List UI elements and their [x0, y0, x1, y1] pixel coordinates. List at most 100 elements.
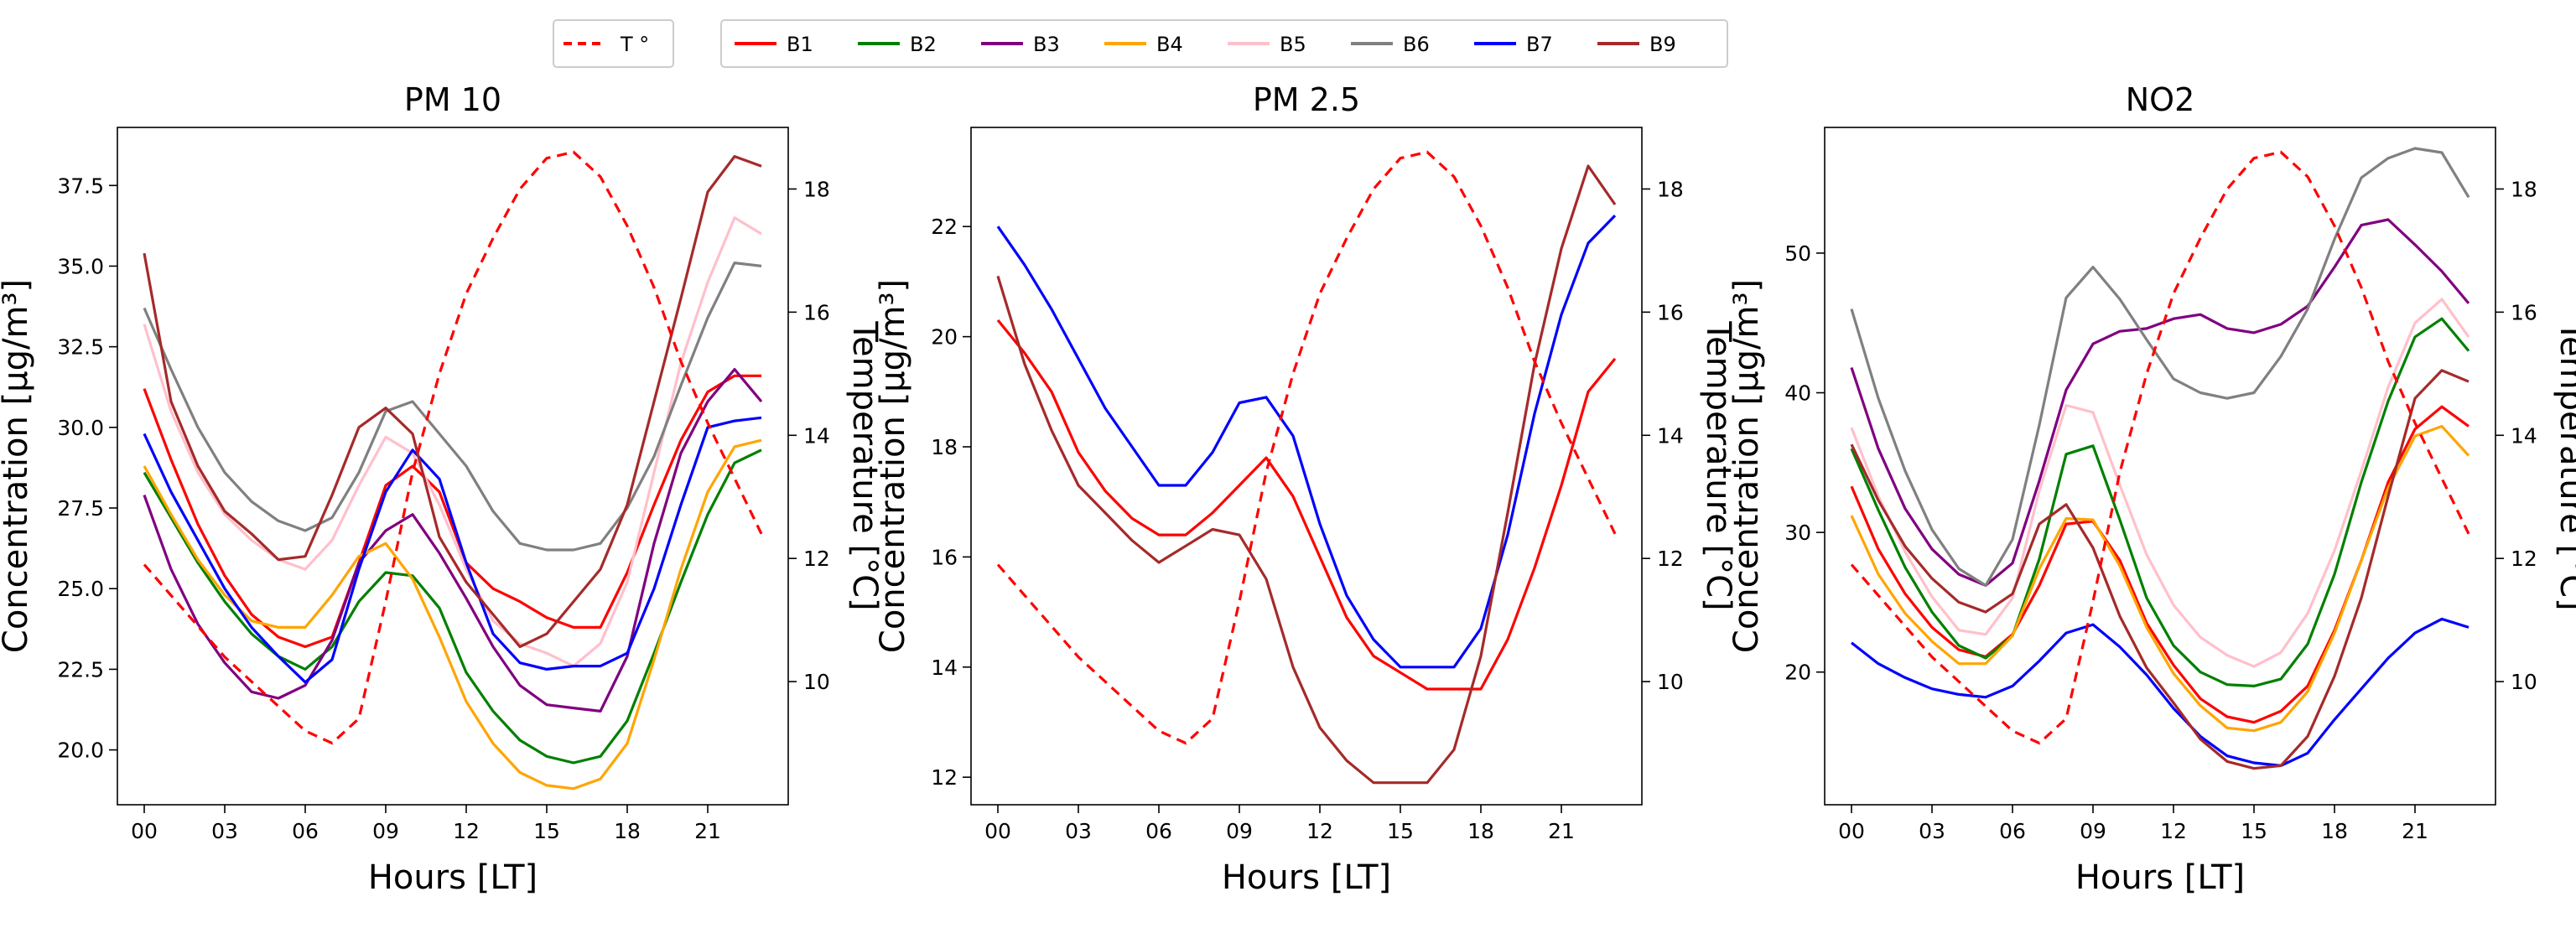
y-axis-label: Concentration [µg/m³]	[874, 279, 912, 653]
y-tick-label: 40	[1784, 381, 1811, 406]
series-line-b1	[1850, 405, 2470, 724]
y-axis-label: Concentration [µg/m³]	[0, 279, 35, 653]
series-line-b4	[1850, 424, 2470, 733]
legend-label-b3: B3	[1033, 33, 1060, 56]
series-line-b9	[1850, 369, 2470, 770]
series-line-b3	[143, 368, 763, 713]
y-tick-label: 16	[931, 545, 958, 569]
plot-frame	[970, 127, 1643, 806]
y2-tick-label: 16	[2511, 300, 2537, 324]
x-tick-label: 15	[2241, 819, 2267, 843]
legend-label-b9: B9	[1649, 33, 1676, 56]
chart-panel-2: PM 2.5 00 03 06 09 12 15 18 21 Hours [LT] 12 14 16 18…	[874, 81, 1737, 897]
y-tick-label: 30	[1784, 521, 1811, 545]
y-tick-label: 30.0	[57, 416, 104, 440]
y-tick-label: 27.5	[57, 496, 104, 521]
temperature-line	[143, 150, 763, 745]
series-line-b2	[1850, 317, 2470, 688]
y2-axis-label: Temperature [°C]	[2553, 320, 2576, 610]
plot-frame	[117, 127, 789, 806]
legend-label-b4: B4	[1156, 33, 1183, 56]
series-line-b6	[1850, 147, 2470, 588]
series-line-b1	[996, 319, 1617, 691]
chart-panel-1: PM 10 00 03 06 09 12 15 18 21 Hours [LT] 20.0 22.5 2…	[0, 81, 884, 897]
y-tick-label: 22.5	[57, 657, 104, 682]
y2-tick-label: 12	[2511, 547, 2537, 571]
series-line-b5	[143, 216, 762, 668]
y2-tick-label: 18	[803, 177, 830, 201]
y2-axis-label: Temperature [°C]	[1699, 320, 1737, 610]
x-axis-label: Hours [LT]	[2075, 858, 2245, 897]
legend-label-b7: B7	[1526, 33, 1553, 56]
legend-label-b2: B2	[910, 33, 937, 56]
y2-tick-label: 14	[2511, 423, 2537, 448]
x-axis-label: Hours [LT]	[1222, 858, 1391, 897]
x-tick-label: 18	[614, 819, 641, 843]
series-line-b6	[143, 262, 762, 552]
x-tick-label: 18	[2321, 819, 2348, 843]
y2-tick-label: 16	[1657, 300, 1684, 324]
y2-tick-label: 12	[1657, 547, 1684, 571]
series-line-b4	[143, 438, 762, 790]
series-line-b5	[1850, 298, 2470, 668]
y2-tick-label: 18	[2511, 177, 2537, 201]
legend-series-box: B1 B2 B3 B4 B5 B6 B7 B9	[720, 19, 1728, 68]
y-axis-label: Concentration [µg/m³]	[1727, 279, 1766, 653]
chart-title: PM 10	[404, 81, 501, 118]
legend-label-b6: B6	[1403, 33, 1430, 56]
y-tick-label: 12	[931, 765, 958, 790]
y-tick-label: 20	[1784, 661, 1811, 685]
x-tick-label: 03	[1919, 819, 1945, 843]
chart-panels: PM 10 00 03 06 09 12 15 18 21 Hours [LT] 20.0 22.5 2…	[0, 81, 2576, 897]
legend-temperature-label: T °	[620, 33, 649, 56]
series-line-b7	[1851, 617, 2470, 768]
legend: T ° B1 B2 B3 B4 B5 B6 B7 B9	[553, 19, 1728, 68]
y-tick-label: 18	[931, 435, 958, 459]
y2-tick-label: 16	[803, 300, 830, 324]
x-tick-label: 12	[2160, 819, 2187, 843]
y-tick-label: 37.5	[57, 174, 104, 198]
y2-tick-label: 14	[803, 423, 830, 448]
series-line-b9	[996, 164, 1617, 785]
legend-label-b5: B5	[1280, 33, 1306, 56]
chart-panel-3: NO2 00 03 06 09 12 15 18 21 Hours [LT] 20 30 40 50 Con…	[1727, 81, 2576, 897]
x-tick-label: 00	[984, 819, 1011, 843]
x-tick-label: 06	[292, 819, 319, 843]
x-tick-label: 18	[1467, 819, 1494, 843]
x-tick-label: 03	[1065, 819, 1092, 843]
x-tick-label: 00	[1838, 819, 1865, 843]
y-tick-label: 35.0	[57, 254, 104, 278]
temperature-line	[996, 150, 1617, 745]
x-tick-label: 09	[1226, 819, 1253, 843]
y-tick-label: 20	[931, 325, 958, 350]
plot-frame	[1824, 127, 2496, 806]
x-tick-label: 21	[694, 819, 721, 843]
series-line-b9	[143, 155, 762, 649]
y2-tick-label: 10	[803, 670, 830, 694]
x-tick-label: 12	[453, 819, 480, 843]
chart-title: NO2	[2126, 81, 2195, 118]
x-tick-label: 09	[2080, 819, 2106, 843]
x-tick-label: 09	[372, 819, 399, 843]
x-tick-label: 21	[2402, 819, 2428, 843]
y-tick-label: 50	[1784, 241, 1811, 266]
x-tick-label: 03	[211, 819, 238, 843]
x-axis-label: Hours [LT]	[368, 858, 538, 897]
series-line-b3	[1850, 218, 2470, 588]
legend-label-b1: B1	[787, 33, 813, 56]
y2-tick-label: 10	[1657, 670, 1684, 694]
y-tick-label: 20.0	[57, 739, 104, 763]
series-line-b1	[143, 374, 761, 649]
y-tick-label: 32.5	[57, 335, 104, 360]
y-tick-label: 22	[931, 215, 958, 239]
x-tick-label: 12	[1306, 819, 1333, 843]
x-tick-label: 15	[1387, 819, 1414, 843]
x-tick-label: 15	[533, 819, 560, 843]
series-line-b7	[996, 214, 1617, 669]
y2-tick-label: 12	[803, 547, 830, 571]
y2-tick-label: 18	[1657, 177, 1684, 201]
series-line-b7	[143, 416, 762, 684]
x-tick-label: 00	[131, 819, 158, 843]
y2-tick-label: 14	[1657, 423, 1684, 448]
